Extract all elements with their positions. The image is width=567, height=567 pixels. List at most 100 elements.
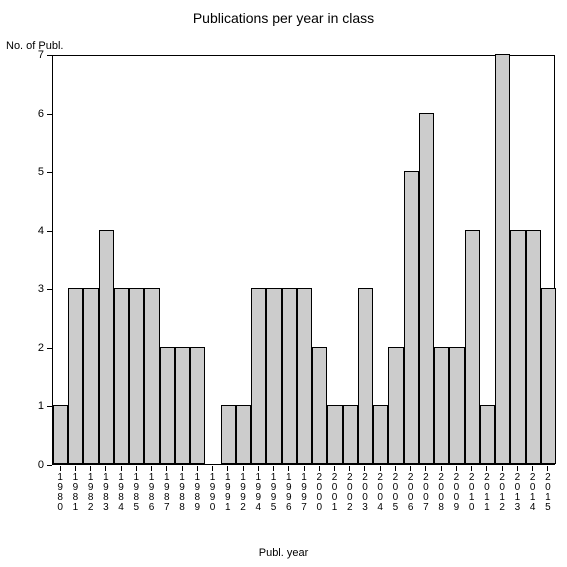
bar — [388, 347, 403, 464]
bars-area — [53, 56, 554, 464]
bar — [175, 347, 190, 464]
x-tick-mark — [547, 466, 548, 471]
x-tick-label: 2012 — [497, 472, 507, 512]
x-tick-label: 1987 — [161, 472, 171, 512]
bar — [404, 171, 419, 464]
bar — [358, 288, 373, 464]
x-tick-label: 2001 — [329, 472, 339, 512]
x-tick-mark — [349, 466, 350, 471]
x-tick-mark — [471, 466, 472, 471]
x-tick-label: 1989 — [192, 472, 202, 512]
y-tick-label: 7 — [38, 49, 44, 61]
x-tick-label: 2009 — [451, 472, 461, 512]
chart-title: Publications per year in class — [0, 10, 567, 26]
x-tick-label: 1990 — [207, 472, 217, 512]
bar — [266, 288, 281, 464]
x-tick-label: 2006 — [405, 472, 415, 512]
x-tick-label: 1981 — [70, 472, 80, 512]
y-tick-label: 1 — [38, 400, 44, 412]
bar — [282, 288, 297, 464]
bar — [99, 230, 114, 464]
bar — [510, 230, 525, 464]
bar — [251, 288, 266, 464]
y-tick-label: 0 — [38, 459, 44, 471]
x-tick-mark — [334, 466, 335, 471]
x-tick-label: 1995 — [268, 472, 278, 512]
x-tick-label: 1992 — [238, 472, 248, 512]
x-tick-label: 2007 — [420, 472, 430, 512]
x-tick-label: 2000 — [314, 472, 324, 512]
x-tick-mark — [517, 466, 518, 471]
y-tick-label: 5 — [38, 166, 44, 178]
bar — [83, 288, 98, 464]
bar — [465, 230, 480, 464]
x-tick-mark — [227, 466, 228, 471]
bar — [53, 405, 68, 464]
x-tick-mark — [304, 466, 305, 471]
x-tick-mark — [425, 466, 426, 471]
x-tick-label: 2011 — [481, 472, 491, 512]
x-tick-label: 1980 — [55, 472, 65, 512]
bar — [343, 405, 358, 464]
x-tick-label: 1984 — [116, 472, 126, 512]
bar — [480, 405, 495, 464]
bar — [312, 347, 327, 464]
x-tick-mark — [151, 466, 152, 471]
bar — [190, 347, 205, 464]
bar — [495, 54, 510, 464]
x-tick-label: 2014 — [527, 472, 537, 512]
x-tick-label: 1996 — [283, 472, 293, 512]
x-tick-mark — [243, 466, 244, 471]
bar — [541, 288, 556, 464]
x-tick-label: 1985 — [131, 472, 141, 512]
bar — [114, 288, 129, 464]
x-tick-label: 2013 — [512, 472, 522, 512]
x-tick-label: 2005 — [390, 472, 400, 512]
x-tick-mark — [212, 466, 213, 471]
bar — [297, 288, 312, 464]
y-tick-label: 6 — [38, 108, 44, 120]
x-tick-mark — [136, 466, 137, 471]
bar — [419, 113, 434, 464]
x-tick-label: 2004 — [375, 472, 385, 512]
bar — [160, 347, 175, 464]
x-tick-mark — [486, 466, 487, 471]
x-tick-mark — [60, 466, 61, 471]
x-tick-mark — [364, 466, 365, 471]
x-tick-mark — [75, 466, 76, 471]
bar — [526, 230, 541, 464]
y-tick-label: 3 — [38, 283, 44, 295]
x-tick-label: 2003 — [359, 472, 369, 512]
x-tick-mark — [258, 466, 259, 471]
x-tick-label: 1988 — [177, 472, 187, 512]
x-tick-mark — [532, 466, 533, 471]
x-tick-mark — [456, 466, 457, 471]
x-tick-label: 1991 — [222, 472, 232, 512]
y-tick-mark — [47, 465, 52, 466]
x-tick-label: 1997 — [299, 472, 309, 512]
x-tick-label: 1986 — [146, 472, 156, 512]
x-tick-mark — [380, 466, 381, 471]
x-tick-mark — [319, 466, 320, 471]
x-tick-mark — [105, 466, 106, 471]
plot-area — [52, 55, 555, 465]
y-tick-label: 2 — [38, 342, 44, 354]
x-tick-mark — [288, 466, 289, 471]
bar — [221, 405, 236, 464]
bar — [373, 405, 388, 464]
x-tick-mark — [441, 466, 442, 471]
x-tick-mark — [273, 466, 274, 471]
bar — [434, 347, 449, 464]
y-axis-label: No. of Publ. — [6, 40, 63, 52]
x-tick-mark — [121, 466, 122, 471]
bar — [327, 405, 342, 464]
x-tick-label: 2008 — [436, 472, 446, 512]
bar — [144, 288, 159, 464]
x-tick-label: 2002 — [344, 472, 354, 512]
y-tick-label: 4 — [38, 225, 44, 237]
bar — [68, 288, 83, 464]
bar — [449, 347, 464, 464]
publications-chart: Publications per year in class No. of Pu… — [0, 0, 567, 567]
x-tick-mark — [410, 466, 411, 471]
x-tick-label: 1982 — [85, 472, 95, 512]
